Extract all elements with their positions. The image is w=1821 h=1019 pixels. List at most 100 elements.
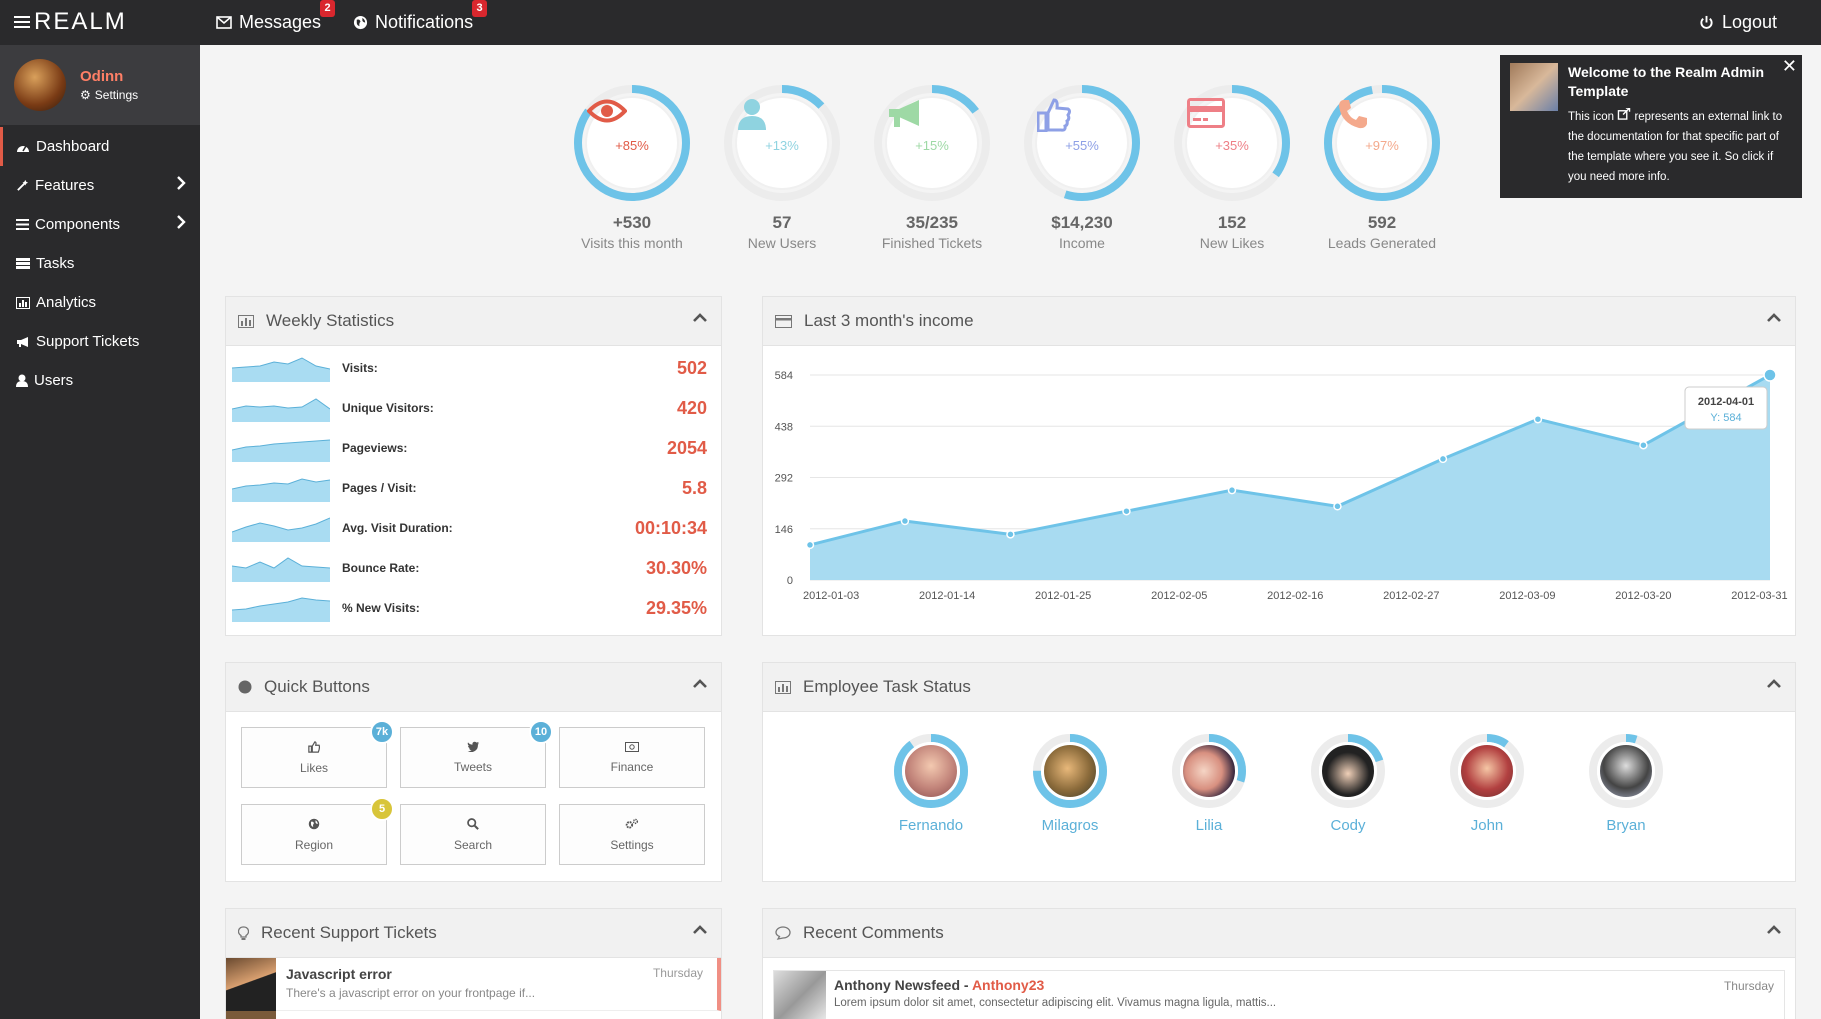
avatar[interactable] xyxy=(14,59,66,111)
x-tick-label: 2012-02-16 xyxy=(1267,590,1323,602)
panel-header: Quick Buttons xyxy=(226,663,721,712)
welcome-text-before: This icon xyxy=(1568,111,1615,123)
employee-name: Cody xyxy=(1330,817,1366,834)
stat-ring: +85% xyxy=(572,83,692,203)
globe-icon xyxy=(308,818,320,833)
sidebar-item-tasks[interactable]: Tasks xyxy=(0,244,200,283)
weekly-stat-label: Pageviews: xyxy=(342,441,408,455)
weekly-stat-row: Visits: 502 xyxy=(226,348,721,388)
weekly-stat-value: 502 xyxy=(676,357,707,378)
stat-percent: +55% xyxy=(1065,137,1099,153)
ticket-title: Javascript error xyxy=(286,966,392,982)
sidebar-item-users[interactable]: Users xyxy=(0,361,200,400)
weekly-stat-label: Visits: xyxy=(342,361,378,375)
x-tick-label: 2012-01-14 xyxy=(919,590,975,602)
messages-link[interactable]: Messages 2 xyxy=(216,0,336,33)
close-icon[interactable]: ✕ xyxy=(1781,56,1797,76)
stat-value: 57 xyxy=(772,213,792,232)
quick-button-search[interactable]: Search xyxy=(400,804,546,865)
chevron-up-icon[interactable] xyxy=(1767,925,1781,935)
chart-tooltip xyxy=(1684,386,1768,430)
wand-icon xyxy=(17,179,29,191)
data-point xyxy=(1533,414,1543,424)
employee-progress-ring xyxy=(1588,733,1664,809)
stat-label: New Users xyxy=(747,235,817,251)
comment-username[interactable]: Anthony23 xyxy=(971,977,1045,993)
quick-buttons-grid: Likes 7k Tweets 10 Finance Region 5 Search … xyxy=(241,720,705,865)
employee-card[interactable]: Milagros xyxy=(1032,733,1108,834)
comment-date: Thursday xyxy=(1723,979,1774,993)
chevron-up-icon[interactable] xyxy=(1767,679,1781,689)
sidebar-item-features[interactable]: Features xyxy=(0,166,200,205)
stat-card: +15% 35/235 Finished Tickets xyxy=(872,83,992,251)
ticket-row[interactable]: Javascript error There's a javascript er… xyxy=(226,958,721,1011)
stat-value: 35/235 xyxy=(906,213,958,232)
quick-button-settings[interactable]: Settings xyxy=(559,804,705,865)
quick-button-label: Finance xyxy=(610,760,654,774)
employee-card[interactable]: John xyxy=(1449,733,1525,834)
twitter-icon xyxy=(467,741,480,755)
welcome-image xyxy=(1510,63,1558,111)
sidebar-item-support-tickets[interactable]: Support Tickets xyxy=(0,322,200,361)
sidebar-item-components[interactable]: Components xyxy=(0,205,200,244)
list-icon xyxy=(16,219,29,230)
employee-card[interactable]: Lilia xyxy=(1171,733,1247,834)
quick-button-tweets[interactable]: Tweets 10 xyxy=(400,720,553,788)
brand-name: REALM xyxy=(34,8,127,35)
panel-title: Last 3 month's income xyxy=(804,311,974,330)
comment-row[interactable]: Anthony Newsfeed - Anthony23 Lorem ipsum… xyxy=(773,970,1785,1019)
quick-button-likes[interactable]: Likes 7k xyxy=(241,720,394,788)
user-profile: Odinn ⚙ Settings xyxy=(0,45,200,125)
income-line xyxy=(809,373,1771,547)
chevron-up-icon[interactable] xyxy=(693,679,707,689)
x-tick-label: 2012-02-05 xyxy=(1151,590,1207,602)
y-tick-label: 292 xyxy=(775,473,793,485)
profile-settings-label: Settings xyxy=(94,88,139,102)
sparkline xyxy=(232,398,330,422)
quick-button-finance[interactable]: Finance xyxy=(559,727,705,788)
sparkline xyxy=(232,439,330,462)
employee-name: Fernando xyxy=(898,817,964,834)
stat-label: Leads Generated xyxy=(1327,235,1437,251)
sidebar-item-dashboard[interactable]: Dashboard xyxy=(0,127,200,166)
employee-card[interactable]: Fernando xyxy=(893,733,969,834)
employee-name: Lilia xyxy=(1195,817,1223,834)
stat-value: +530 xyxy=(612,213,652,232)
stats-row: +85% +530 Visits this month +13% 57 New … xyxy=(572,83,1442,251)
quick-button-label: Search xyxy=(453,837,493,852)
bar-chart-icon xyxy=(775,680,791,694)
envelope-icon xyxy=(216,16,232,29)
weekly-stat-value: 2054 xyxy=(666,437,707,458)
income-area-chart[interactable]: 0 146 292 438 584 2012-01-03 2012-01-14 2012-01… xyxy=(763,347,1795,635)
employee-avatar xyxy=(1458,742,1516,800)
employee-card[interactable]: Cody xyxy=(1310,733,1386,834)
stat-ring: +55% xyxy=(1022,83,1142,203)
weekly-stat-row: Bounce Rate: 30.30% xyxy=(226,548,721,588)
quick-button-label: Likes xyxy=(299,760,328,775)
gear-icon: ⚙ xyxy=(80,88,91,102)
menu-bars-icon[interactable] xyxy=(14,13,30,31)
profile-name[interactable]: Odinn xyxy=(80,68,124,85)
sidebar-item-analytics[interactable]: Analytics xyxy=(0,283,200,322)
employee-progress-ring xyxy=(1449,733,1525,809)
search-icon xyxy=(467,817,479,833)
chevron-up-icon[interactable] xyxy=(693,313,707,323)
stat-value: $14,230 xyxy=(1051,213,1113,232)
profile-settings-link[interactable]: ⚙ Settings xyxy=(80,88,138,102)
bar-chart-icon xyxy=(238,314,254,328)
welcome-text-after: represents an external link to the docum… xyxy=(1568,111,1783,183)
employee-avatar xyxy=(902,742,960,800)
employee-card[interactable]: Bryan xyxy=(1588,733,1664,834)
quick-button-region[interactable]: Region 5 xyxy=(241,797,394,865)
chevron-up-icon[interactable] xyxy=(1767,313,1781,323)
dashboard-icon xyxy=(17,145,29,152)
sidebar-item-label: Features xyxy=(35,177,95,194)
sidebar-item-label: Analytics xyxy=(36,294,97,311)
logout-button[interactable]: Logout xyxy=(1699,0,1777,45)
stat-percent: +15% xyxy=(915,137,949,153)
employee-avatar xyxy=(1041,742,1099,800)
notifications-link[interactable]: Notifications 3 xyxy=(353,0,488,33)
chevron-up-icon[interactable] xyxy=(693,925,707,935)
y-tick-label: 584 xyxy=(775,370,793,382)
brand-logo[interactable]: REALM xyxy=(14,8,127,36)
